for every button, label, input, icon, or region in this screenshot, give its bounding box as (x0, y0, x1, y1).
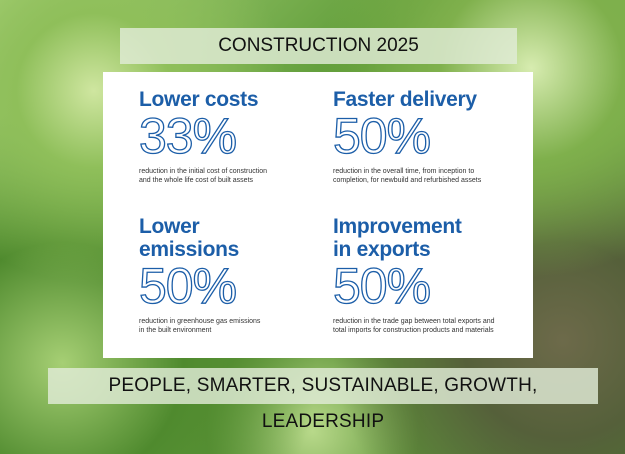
target-heading: Lower emissions (139, 215, 240, 261)
target-heading: Lower costs (139, 88, 259, 111)
targets-card: Lower costs 33% reduction in the initial… (103, 72, 533, 358)
target-value: 50% (332, 108, 431, 164)
target-value: 50% (138, 258, 237, 314)
target-faster-delivery: Faster delivery 50% reduction in the ove… (332, 88, 482, 185)
target-lower-emissions: Lower emissions 50% reduction in greenhou… (138, 215, 261, 335)
target-lower-costs: Lower costs 33% reduction in the initial… (138, 88, 268, 185)
target-value: 33% (138, 108, 237, 164)
target-heading: Improvement in exports (333, 215, 462, 261)
target-improvement-in-exports: Improvement in exports 50% reduction in t… (332, 215, 495, 335)
target-description: reduction in greenhouse gas emissions in … (139, 318, 261, 334)
target-description: reduction in the overall time, from ince… (333, 168, 482, 184)
target-heading: Faster delivery (333, 88, 477, 111)
footer-banner: PEOPLE, SMARTER, SUSTAINABLE, GROWTH, LE… (48, 368, 598, 432)
target-description: reduction in the trade gap between total… (333, 318, 495, 334)
title-banner: CONSTRUCTION 2025 (120, 28, 517, 64)
target-description: reduction in the initial cost of constru… (139, 168, 268, 184)
target-value: 50% (332, 258, 431, 314)
